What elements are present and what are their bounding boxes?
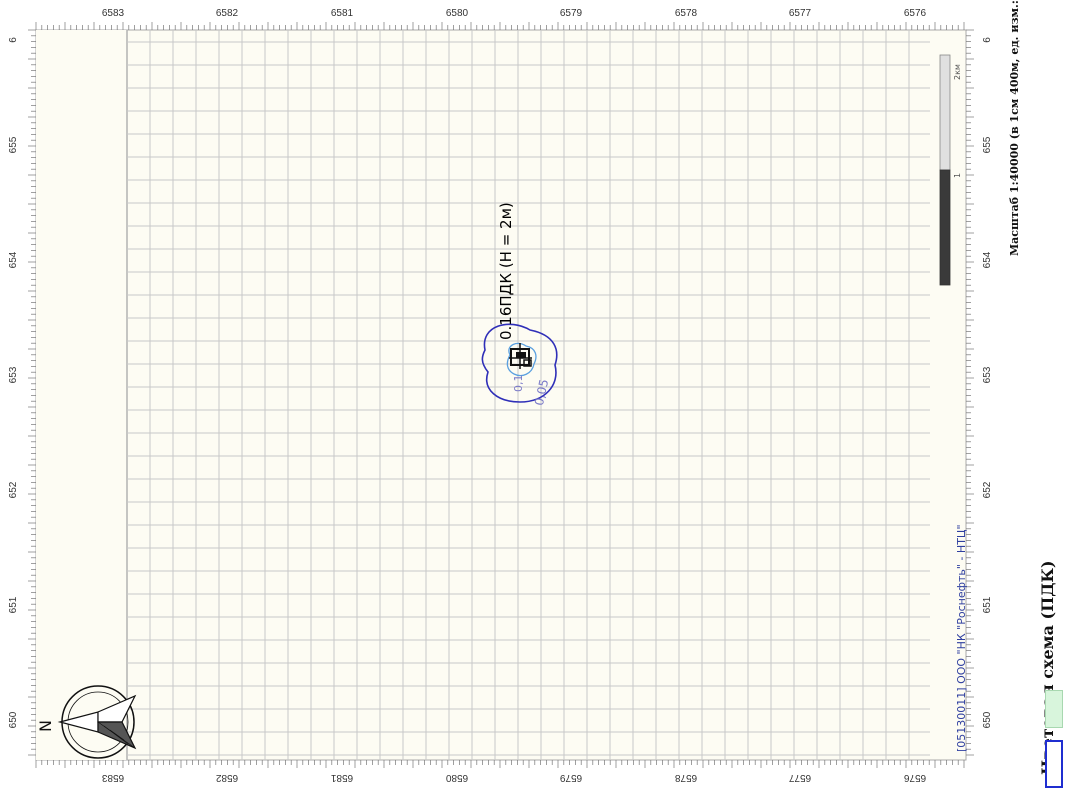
contour-label-0-1: 0,1	[512, 374, 525, 393]
grid	[126, 30, 930, 760]
bottom-x-tick-label: 6583	[101, 772, 124, 783]
bottom-x-tick-label: 6582	[215, 772, 238, 783]
left-y-tick-label: 6	[8, 37, 19, 43]
bottom-x-tick-label: 6576	[903, 772, 926, 783]
top-x-tick-label: 6579	[560, 8, 583, 19]
scale-bar-dark-segment	[939, 169, 951, 286]
scale-label-2km: 2км	[953, 64, 962, 80]
bottom-x-tick-label: 6580	[445, 772, 468, 783]
right-y-axis: 6 655 654 653 652 651 650	[982, 37, 993, 729]
left-y-tick-label: 654	[8, 251, 19, 268]
bottom-x-tick-label: 6581	[330, 772, 353, 783]
right-y-tick-label: 6	[982, 37, 993, 43]
left-y-tick-label: 655	[8, 136, 19, 153]
right-y-tick-label: 654	[982, 251, 993, 268]
left-y-tick-label: 651	[8, 596, 19, 613]
scale-caption: Масштаб 1:40000 (в 1см 400м, ед. изм.: к…	[1008, 0, 1021, 256]
right-y-tick-label: 650	[982, 711, 993, 728]
left-y-axis: 6 655 654 653 652 651 650	[8, 37, 19, 729]
top-x-tick-label: 6583	[102, 8, 125, 19]
map-background	[35, 29, 967, 761]
top-x-tick-label: 6581	[331, 8, 354, 19]
right-y-tick-label: 655	[982, 136, 993, 153]
top-x-tick-label: 6576	[904, 8, 927, 19]
left-y-tick-label: 652	[8, 481, 19, 498]
north-label: N	[36, 720, 55, 732]
legend-swatch-fill	[1045, 690, 1063, 728]
left-y-tick-label: 653	[8, 366, 19, 383]
right-y-tick-label: 653	[982, 366, 993, 383]
top-x-tick-label: 6577	[789, 8, 812, 19]
top-x-tick-label: 6582	[216, 8, 239, 19]
bottom-x-axis: 6583 6582 6581 6580 6579 6578 6577 6576	[101, 772, 926, 783]
top-x-tick-label: 6580	[446, 8, 469, 19]
right-y-tick-label: 652	[982, 481, 993, 498]
bottom-x-tick-label: 6578	[674, 772, 697, 783]
legend-swatch-outline	[1045, 740, 1063, 788]
tick-marks	[28, 22, 974, 768]
scale-bar	[939, 54, 951, 286]
source-objects	[509, 343, 532, 369]
right-y-tick-label: 651	[982, 596, 993, 613]
contour-0-1	[506, 342, 537, 377]
contour-0-05	[481, 323, 558, 403]
bottom-x-tick-label: 6579	[559, 772, 582, 783]
north-arrow-icon	[57, 685, 137, 759]
scale-bar-light-segment	[939, 54, 951, 171]
scale-label-1: 1	[953, 172, 962, 178]
top-x-axis: 6583 6582 6581 6580 6579 6578 6577 6576	[102, 8, 927, 19]
bottom-x-tick-label: 6577	[788, 772, 811, 783]
top-x-tick-label: 6578	[675, 8, 698, 19]
map-blank-area	[36, 30, 127, 760]
left-y-tick-label: 650	[8, 711, 19, 728]
source-label: 0.16ПДК (H = 2м)	[497, 202, 515, 340]
copyright-label: [05130011] ООО "НК "Роснефть" - НТЦ"	[955, 524, 968, 752]
